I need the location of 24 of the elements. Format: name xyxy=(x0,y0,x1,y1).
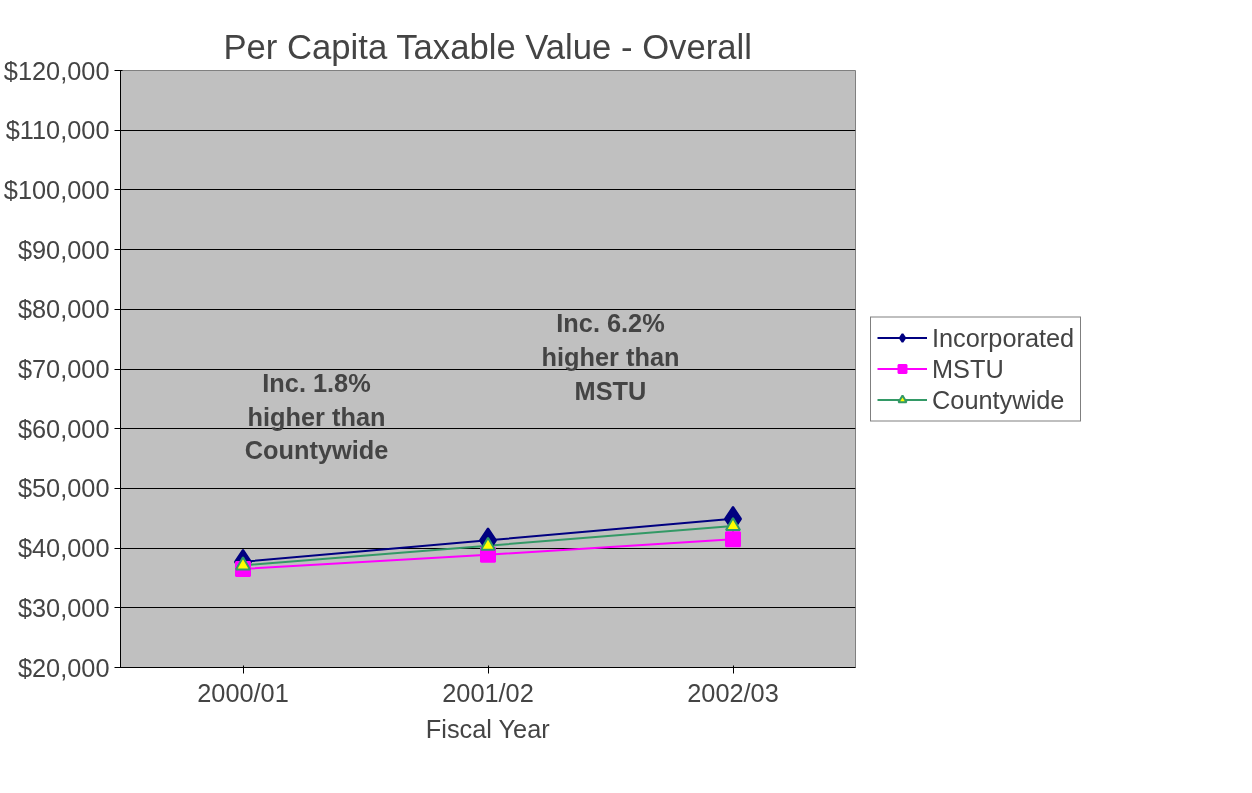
y-tick-label: $30,000 xyxy=(17,593,110,622)
annotation: Inc. 6.2% higher than MSTU xyxy=(541,309,680,405)
x-tick-label: 2000/01 xyxy=(197,678,289,707)
y-tick-label: $40,000 xyxy=(17,534,110,563)
y-tick-label: $90,000 xyxy=(17,235,110,264)
x-tick-label: 2001/02 xyxy=(442,678,534,707)
x-tick-label: 2002/03 xyxy=(687,678,779,707)
y-tick-label: $50,000 xyxy=(17,474,110,503)
point xyxy=(480,536,496,551)
annotation: Inc. 1.8% higher than Countywide xyxy=(244,369,389,465)
y-tick-label: $70,000 xyxy=(17,355,110,383)
point xyxy=(235,556,251,571)
legend-label: Incorporated xyxy=(932,323,1075,352)
legend-label: MSTU xyxy=(932,354,1004,383)
y-tick-label: $110,000 xyxy=(5,116,110,145)
y-tick-label: $100,000 xyxy=(3,175,110,204)
point xyxy=(725,531,741,548)
y-tick-label: $80,000 xyxy=(17,295,110,324)
y-tick-label: $120,000 xyxy=(3,56,110,85)
y-tick-label: $60,000 xyxy=(17,414,110,443)
legend-label: Countywide xyxy=(932,385,1065,414)
x-axis-title: Fiscal Year xyxy=(425,714,551,743)
chart-title: Per Capita Taxable Value - Overall xyxy=(223,27,752,66)
y-tick-label: $20,000 xyxy=(17,653,110,682)
